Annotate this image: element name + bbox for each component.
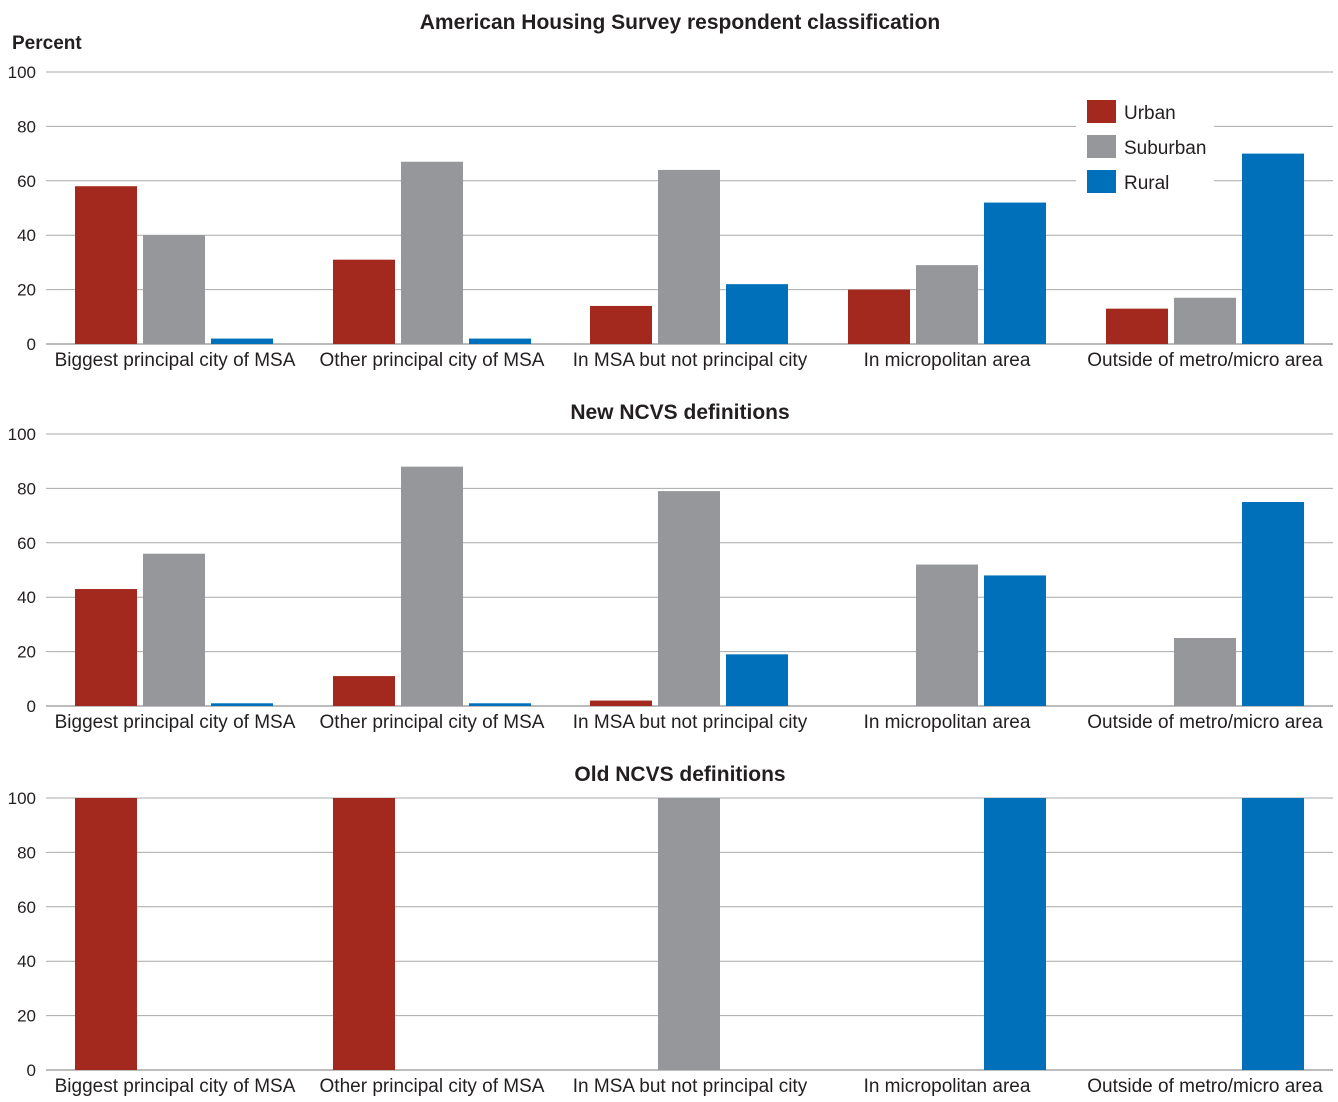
y-tick-label: 0	[27, 1061, 36, 1080]
y-tick-label: 20	[17, 1007, 36, 1026]
panel-title: American Housing Survey respondent class…	[420, 11, 940, 34]
bar-suburban	[658, 169, 720, 344]
y-axis-label: Percent	[12, 33, 82, 54]
bar-rural	[984, 798, 1046, 1070]
bar-urban	[333, 259, 395, 344]
y-tick-label: 60	[17, 898, 36, 917]
bar-urban	[848, 289, 910, 344]
bar-rural	[984, 575, 1046, 706]
bar-rural	[1242, 502, 1304, 706]
bar-rural	[1242, 153, 1304, 344]
x-category-label: In MSA but not principal city	[573, 1076, 808, 1097]
bar-urban	[590, 305, 652, 344]
bar-rural	[211, 703, 273, 706]
legend-swatch	[1087, 135, 1116, 158]
bar-suburban	[143, 235, 205, 344]
bar-urban	[1106, 308, 1168, 344]
legend-label: Suburban	[1124, 138, 1206, 159]
bar-suburban	[1174, 297, 1236, 344]
x-category-label: In micropolitan area	[864, 350, 1031, 371]
bar-rural	[1242, 798, 1304, 1070]
legend-label: Rural	[1124, 173, 1169, 194]
y-tick-label: 80	[17, 843, 36, 862]
y-tick-label: 60	[17, 172, 36, 191]
bar-suburban	[1174, 638, 1236, 706]
bar-rural	[469, 703, 531, 706]
y-tick-label: 100	[8, 425, 36, 444]
y-tick-label: 80	[17, 479, 36, 498]
bar-urban	[75, 798, 137, 1070]
bar-urban	[590, 700, 652, 706]
panel-title: New NCVS definitions	[570, 401, 789, 424]
bar-urban	[75, 186, 137, 344]
bar-suburban	[401, 161, 463, 344]
x-category-label: Other principal city of MSA	[320, 712, 545, 733]
y-tick-label: 20	[17, 281, 36, 300]
x-category-label: Biggest principal city of MSA	[55, 1076, 296, 1097]
x-category-label: Outside of metro/micro area	[1087, 712, 1323, 733]
x-category-label: Biggest principal city of MSA	[55, 712, 296, 733]
x-category-label: In micropolitan area	[864, 1076, 1031, 1097]
bar-rural	[726, 284, 788, 344]
y-tick-label: 40	[17, 588, 36, 607]
legend-swatch	[1087, 100, 1116, 123]
bar-rural	[469, 338, 531, 344]
x-category-label: Biggest principal city of MSA	[55, 350, 296, 371]
legend-swatch	[1087, 170, 1116, 193]
bar-urban	[75, 589, 137, 706]
x-category-label: Outside of metro/micro area	[1087, 350, 1323, 371]
x-category-label: In micropolitan area	[864, 712, 1031, 733]
bar-rural	[211, 338, 273, 344]
y-tick-label: 100	[8, 63, 36, 82]
bar-rural	[726, 654, 788, 706]
y-tick-label: 80	[17, 117, 36, 136]
bar-suburban	[916, 564, 978, 706]
y-tick-label: 0	[27, 335, 36, 354]
bar-suburban	[401, 466, 463, 706]
x-category-label: In MSA but not principal city	[573, 350, 808, 371]
x-category-label: In MSA but not principal city	[573, 712, 808, 733]
x-category-label: Outside of metro/micro area	[1087, 1076, 1323, 1097]
bar-rural	[984, 202, 1046, 344]
bar-suburban	[143, 553, 205, 706]
y-tick-label: 100	[8, 789, 36, 808]
bar-urban	[333, 798, 395, 1070]
bar-urban	[333, 676, 395, 706]
bar-suburban	[658, 491, 720, 706]
y-tick-label: 20	[17, 643, 36, 662]
y-tick-label: 60	[17, 534, 36, 553]
bar-suburban	[658, 798, 720, 1070]
y-tick-label: 40	[17, 952, 36, 971]
y-tick-label: 0	[27, 697, 36, 716]
panel-title: Old NCVS definitions	[574, 763, 785, 786]
x-category-label: Other principal city of MSA	[320, 1076, 545, 1097]
legend-label: Urban	[1124, 103, 1176, 124]
bar-suburban	[916, 265, 978, 344]
y-tick-label: 40	[17, 226, 36, 245]
x-category-label: Other principal city of MSA	[320, 350, 545, 371]
